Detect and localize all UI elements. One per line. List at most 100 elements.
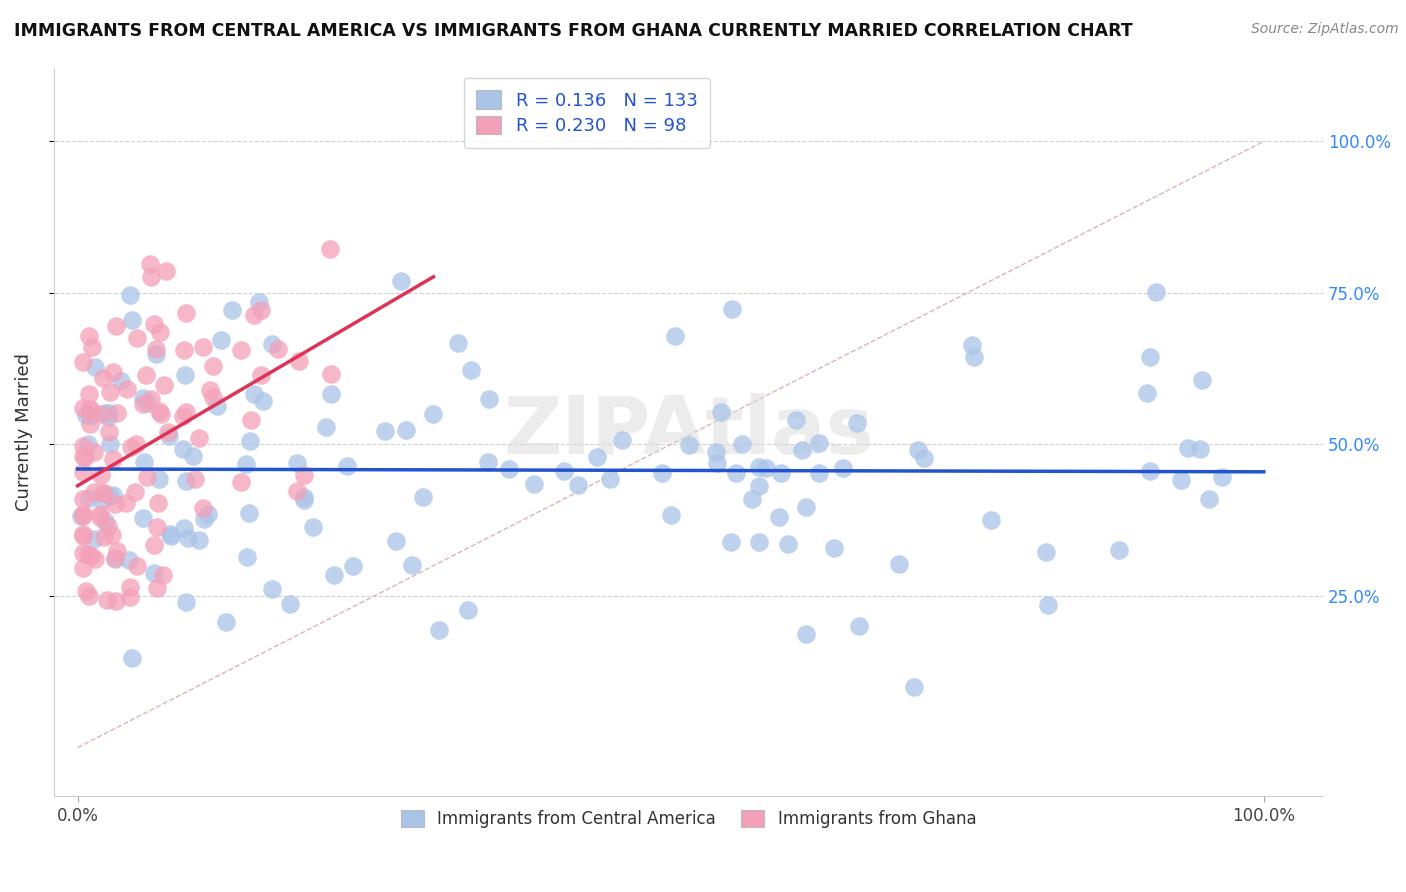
Point [174,595,197,609]
Point [962,338,984,352]
Point [156,425,179,439]
Point [807,467,830,481]
Point [1035,545,1057,559]
Point [72,439,94,453]
Point [200,383,222,397]
Point [292,493,315,508]
Point [457,602,479,616]
Point [73,450,96,465]
Point [912,451,935,466]
Point [336,459,359,474]
Point [104,551,127,566]
Point [83,533,105,547]
Point [302,519,325,533]
Point [105,543,128,558]
Text: IMMIGRANTS FROM CENTRAL AMERICA VS IMMIGRANTS FROM GHANA CURRENTLY MARRIED CORRE: IMMIGRANTS FROM CENTRAL AMERICA VS IMMIG… [14,22,1133,40]
Point [125,436,148,450]
Point [98,436,121,450]
Point [72,529,94,543]
Point [82,340,104,354]
Point [412,490,434,504]
Point [152,568,174,582]
Point [262,582,284,597]
Point [72,354,94,368]
Point [160,528,183,542]
Point [97,519,120,533]
Point [174,306,197,320]
Y-axis label: Currently Married: Currently Married [15,353,32,511]
Point [661,508,683,522]
Point [143,317,166,331]
Point [342,559,364,574]
Point [72,527,94,541]
Point [242,386,264,401]
Point [221,302,243,317]
Point [159,526,181,541]
Point [651,466,673,480]
Point [134,455,156,469]
Point [191,340,214,354]
Point [139,256,162,270]
Point [1170,473,1192,487]
Point [319,368,342,382]
Point [80,549,103,563]
Point [121,313,143,327]
Point [294,467,316,482]
Point [80,403,103,417]
Point [848,619,870,633]
Point [710,405,733,419]
Point [135,368,157,382]
Point [146,520,169,534]
Point [962,350,984,364]
Text: ZIPAtlas: ZIPAtlas [503,393,875,471]
Point [748,459,770,474]
Point [1198,492,1220,507]
Point [239,434,262,449]
Point [91,371,114,385]
Point [70,509,93,524]
Point [118,288,141,302]
Point [903,680,925,694]
Point [807,435,830,450]
Point [105,406,128,420]
Point [247,295,270,310]
Point [288,354,311,368]
Point [238,506,260,520]
Point [84,360,107,375]
Point [97,410,120,425]
Point [75,409,97,423]
Point [98,384,121,399]
Point [523,477,546,491]
Point [191,501,214,516]
Point [77,590,100,604]
Point [447,335,470,350]
Point [77,437,100,451]
Point [172,442,194,456]
Point [720,534,742,549]
Point [72,561,94,575]
Point [1036,598,1059,612]
Point [785,413,807,427]
Point [229,475,252,490]
Point [747,535,769,549]
Point [96,592,118,607]
Point [72,449,94,463]
Point [202,359,225,373]
Point [1136,385,1159,400]
Point [1177,441,1199,455]
Point [177,531,200,545]
Point [77,491,100,505]
Point [91,492,114,507]
Point [374,425,396,439]
Point [72,546,94,560]
Point [98,425,121,440]
Point [79,409,101,423]
Point [176,474,198,488]
Point [724,467,747,481]
Point [678,437,700,451]
Point [197,507,219,521]
Point [498,462,520,476]
Point [907,442,929,457]
Point [731,437,754,451]
Point [132,392,155,406]
